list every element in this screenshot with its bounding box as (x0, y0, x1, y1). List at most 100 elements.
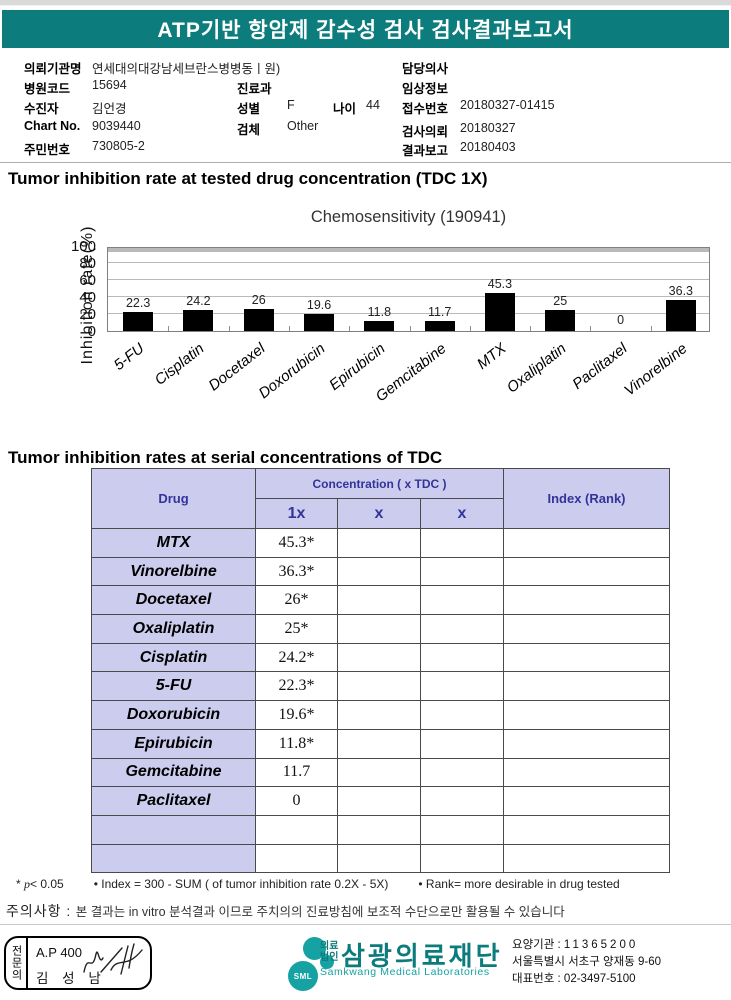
age-label: 나이 (333, 102, 357, 116)
value-1x: 24.2* (255, 642, 338, 673)
value-1x: 36.3* (255, 556, 338, 587)
chart-x-tick (530, 326, 532, 331)
chart-plot-area: 22.3 24.2 26 19.6 11.8 11.7 45.3 25 0 36.3 (107, 247, 710, 332)
report-title: ATP기반 항암제 감수성 검사 검사결과보고서 (157, 19, 574, 42)
chart-x-axis-labels: 5-FU Cisplatin Docetaxel Doxorubicin Epirubi… (107, 334, 710, 444)
drug-name: Doxorubicin (91, 700, 256, 730)
chart-x-label: Vinorelbine (620, 340, 691, 400)
value-index (503, 843, 670, 874)
org-type-label: 의료 법인 (320, 941, 338, 963)
table-row (91, 843, 670, 874)
value-x2 (337, 614, 421, 644)
value-index (503, 786, 670, 816)
chart-bar-value: 26 (251, 292, 266, 307)
org-info-line2: 서울특별시 서초구 양재동 9-60 (512, 956, 661, 968)
table-footnotes: * p< 0.05 • Index = 300 - SUM ( of tumor … (16, 877, 728, 892)
specimen-label: 검체 (237, 123, 261, 137)
chart-bar-vinorelbine (665, 300, 696, 331)
chart-section-heading: Tumor inhibition rate at tested drug con… (8, 169, 488, 188)
chart-no-label: Chart No. (24, 119, 81, 133)
value-x2 (337, 814, 421, 845)
drug-name: MTX (91, 528, 256, 558)
specialist-stamp-box: 전문의 A.P 400 김 성 남 (4, 936, 152, 990)
value-x2 (337, 843, 421, 874)
value-x2 (337, 671, 421, 702)
value-x3 (420, 642, 504, 673)
logo-sml-text: SML (293, 971, 313, 981)
chart-x-label: MTX (473, 340, 510, 373)
chart-bar-epirubicin (364, 320, 395, 331)
org-name-english: Samkwang Medical Laboratories (320, 966, 490, 978)
chart-gridline (108, 262, 709, 263)
chart-x-tick (288, 326, 290, 331)
value-x3 (420, 728, 504, 759)
logo-circle-top (303, 937, 326, 960)
section-divider (0, 162, 731, 163)
chart-y-tick-label: 20 (79, 306, 96, 323)
value-x2 (337, 528, 421, 558)
accession-no-value: 20180327-01415 (460, 98, 555, 112)
chart-bar-oxaliplatin (545, 309, 576, 331)
drug-name (91, 843, 256, 874)
significance-note: * p< 0.05 (16, 877, 64, 891)
chart-x-tick (228, 326, 230, 331)
table-row: Doxorubicin 19.6* (91, 700, 670, 730)
chart-x-label: Oxaliplatin (504, 340, 570, 397)
drug-name: Vinorelbine (91, 556, 256, 587)
request-date-value: 20180327 (460, 121, 516, 135)
col-header-1x: 1x (255, 498, 338, 529)
chart-bar-value: 36.3 (668, 284, 694, 299)
request-date-label: 검사의뢰 (402, 125, 449, 139)
value-index (503, 671, 670, 702)
caution-note: 주의사항 : 본 결과는 in vitro 분석결과 이므로 주치의의 진료방침… (6, 901, 731, 921)
table-row: MTX 45.3* (91, 528, 670, 558)
value-1x: 26* (255, 585, 338, 616)
value-x2 (337, 700, 421, 730)
chart-x-tick (168, 326, 170, 331)
chart-bar-mtx (484, 292, 515, 331)
chart-x-label: Paclitaxel (568, 340, 631, 393)
age-value: 44 (366, 98, 380, 112)
chart-gridline (108, 313, 709, 314)
specimen-value: Other (287, 119, 319, 133)
chart-bar-doxorubicin (304, 314, 335, 331)
drug-name (91, 814, 256, 845)
chart-x-label: Cisplatin (152, 340, 208, 389)
logo-circle-main (288, 961, 318, 991)
chart-bar-value: 24.2 (186, 294, 211, 309)
chart-bar-value: 11.8 (367, 304, 392, 319)
chart-bar-value: 0 (617, 313, 625, 327)
org-name: 삼광의료재단 (341, 941, 503, 971)
specialist-code: A.P 400 (36, 945, 83, 960)
clinical-info-label: 임상정보 (402, 82, 449, 96)
value-x3 (420, 786, 504, 816)
resident-id-label: 주민번호 (24, 143, 71, 157)
value-x3 (420, 614, 504, 644)
samkwang-logo: SML (288, 937, 336, 992)
value-x3 (420, 814, 504, 845)
chart-x-tick (590, 326, 592, 331)
index-note: • Index = 300 - SUM ( of tumor inhibitio… (93, 877, 389, 891)
col-header-x3: x (420, 498, 504, 529)
value-index (503, 728, 670, 759)
tdc-table-body: MTX 45.3* Vinorelbine 36.3* Docetaxel 26* Oxal… (91, 528, 670, 874)
value-1x: 11.8* (255, 728, 338, 759)
department-label: 진료과 (237, 82, 272, 96)
resident-id-value: 730805-2 (92, 139, 145, 153)
value-1x (255, 814, 338, 845)
org-type-line2: 법인 (320, 952, 339, 963)
doctor-label: 담당의사 (402, 62, 449, 76)
top-strip (0, 0, 731, 6)
value-index (503, 528, 670, 558)
chart-bar-value: 19.6 (306, 298, 332, 313)
drug-name: Oxaliplatin (91, 614, 256, 644)
chart-x-label: Gemcitabine (372, 340, 450, 406)
value-1x: 22.3* (255, 671, 338, 702)
col-header-x2: x (337, 498, 421, 529)
specialist-name: 김 성 남 (36, 971, 106, 986)
footer-divider (0, 924, 731, 925)
value-index (503, 814, 670, 845)
org-info-line3: 대표번호 : 02-3497-5100 (512, 973, 636, 985)
table-row: Epirubicin 11.8* (91, 728, 670, 759)
